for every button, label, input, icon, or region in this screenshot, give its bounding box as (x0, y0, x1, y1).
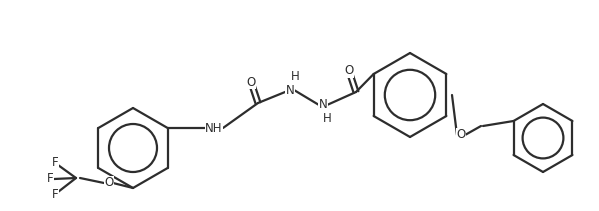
Text: NH: NH (205, 122, 223, 134)
Text: O: O (456, 128, 465, 142)
Text: F: F (52, 188, 58, 200)
Text: F: F (47, 173, 53, 185)
Text: N: N (286, 84, 294, 96)
Text: H: H (323, 112, 331, 126)
Text: H: H (291, 70, 300, 84)
Text: O: O (104, 176, 114, 189)
Text: O: O (344, 65, 353, 77)
Text: F: F (52, 157, 58, 169)
Text: N: N (319, 99, 328, 111)
Text: O: O (246, 76, 256, 88)
